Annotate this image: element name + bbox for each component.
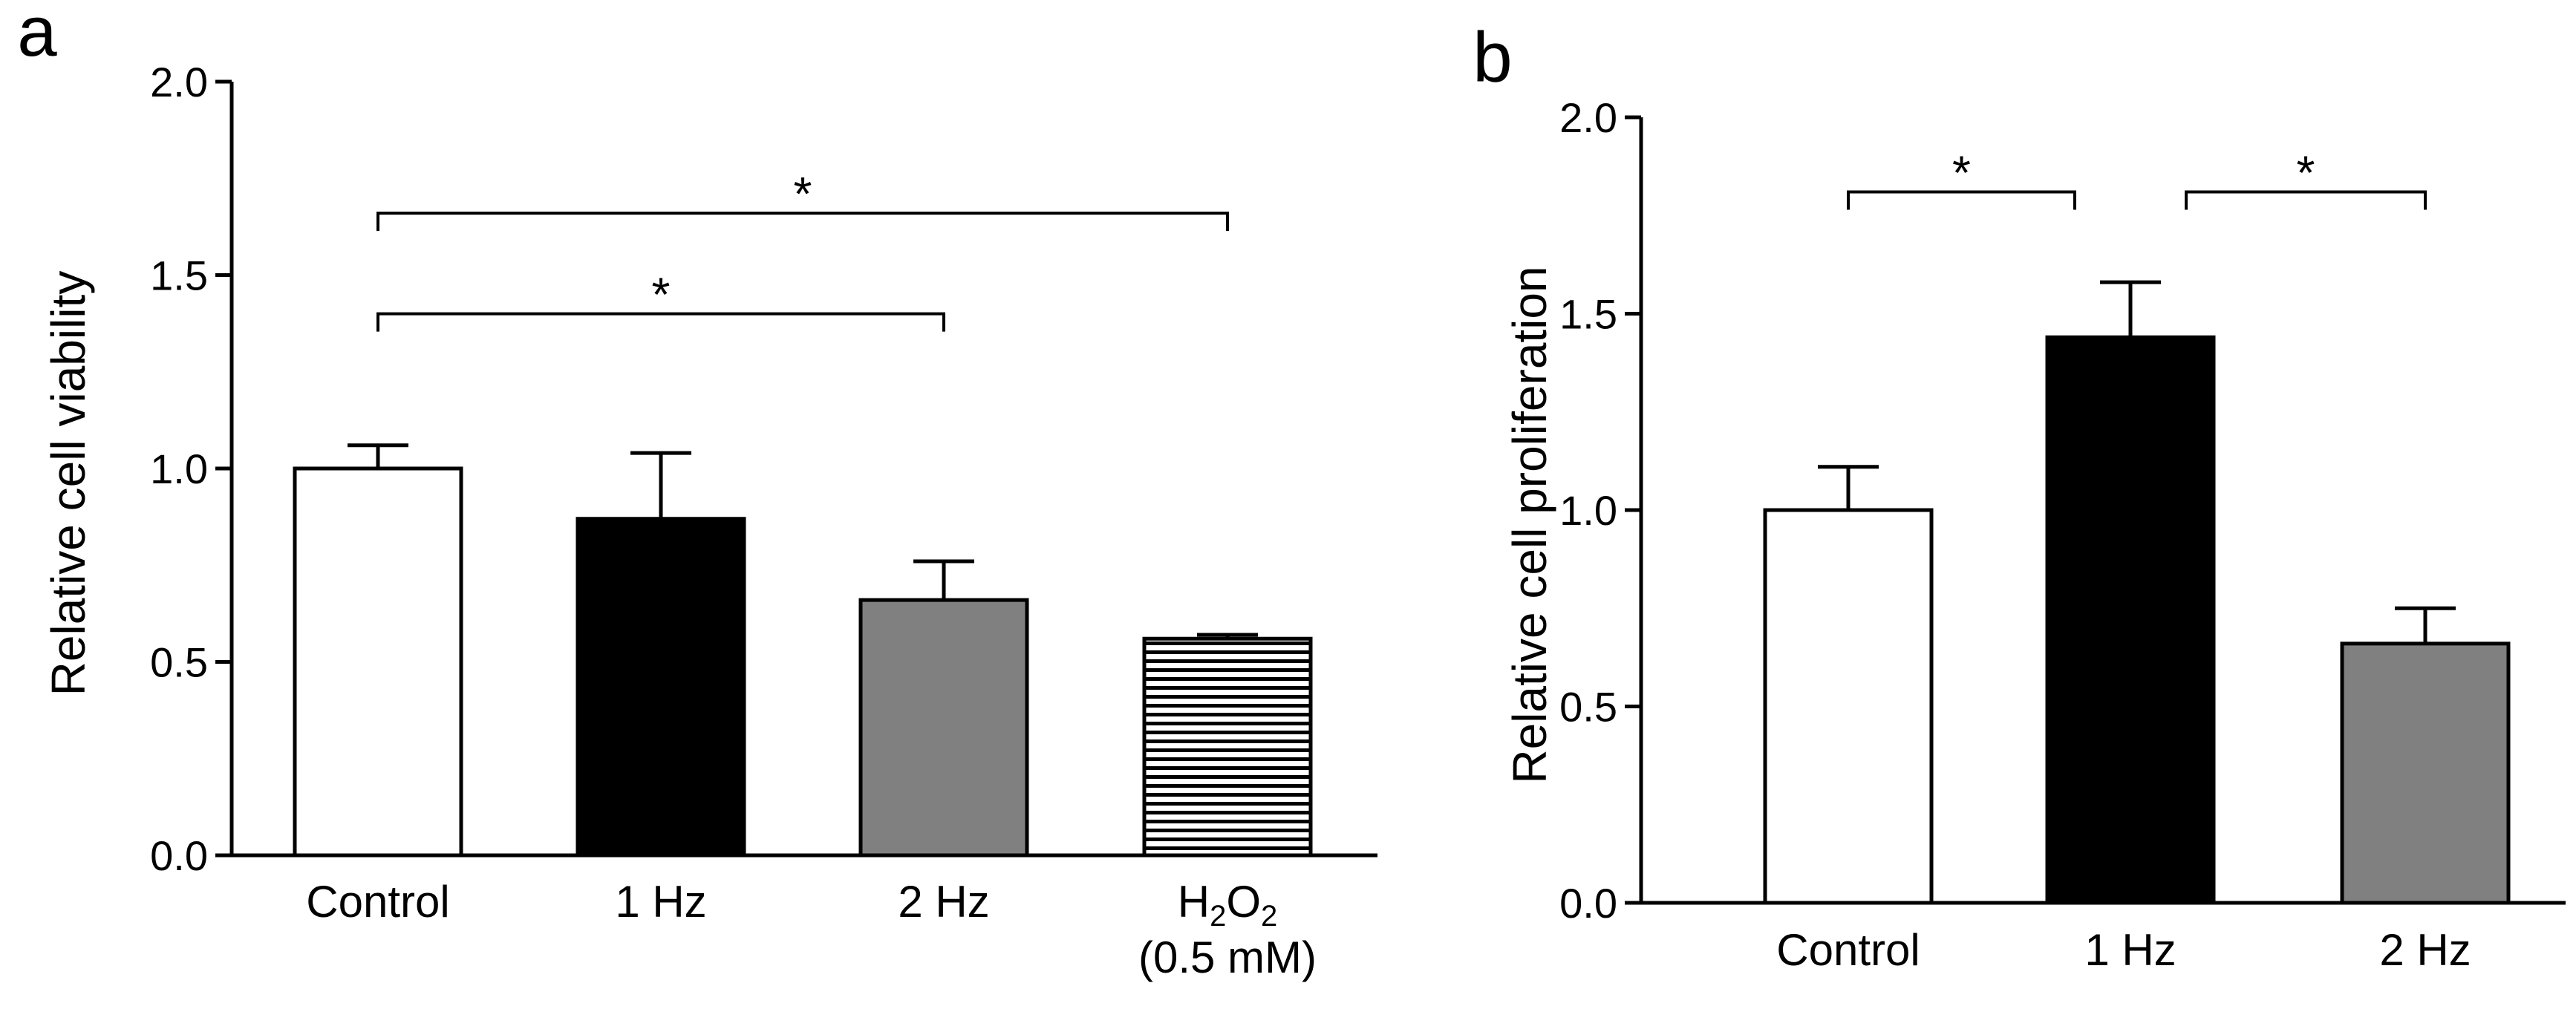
bar <box>1142 636 1313 858</box>
bar <box>2045 335 2216 905</box>
y-tick-label: 1.5 <box>1559 291 1617 338</box>
significance-bracket <box>1847 190 2076 210</box>
x-tick-label: Control <box>1776 925 1920 975</box>
x-tick-label-part: 2 <box>1261 900 1277 933</box>
panel-label: b <box>1473 18 1512 97</box>
x-tick-label-part: O <box>1226 877 1261 927</box>
x-tick-label: H2O2 <box>1178 877 1278 933</box>
bar <box>575 517 746 858</box>
y-tick-label: 1.5 <box>150 252 208 299</box>
bar <box>858 598 1029 858</box>
panel-a: a Relative cell viability 0.0 0.5 1.0 1.5 2.0 C… <box>17 0 1377 982</box>
significance-marker: * <box>652 268 671 321</box>
y-tick-label: 2.0 <box>150 59 208 105</box>
y-tick-label: 2.0 <box>1559 94 1617 141</box>
significance-bracket <box>376 312 945 332</box>
panel-label: a <box>17 0 57 71</box>
x-tick-label: 1 Hz <box>2084 925 2176 975</box>
y-tick-label: 0.0 <box>1559 880 1617 927</box>
x-tick-label-part: 2 <box>1210 900 1226 933</box>
significance-bracket <box>376 212 1229 232</box>
x-tick-label: Control <box>306 877 449 927</box>
bar <box>1763 508 1934 905</box>
x-tick-label: 2 Hz <box>2379 925 2471 975</box>
x-tick-label: 2 Hz <box>898 877 989 927</box>
panel-b: b Relative cell proliferation 0.0 0.5 1.0 1.5… <box>1473 18 2566 975</box>
y-tick-label: 0.5 <box>150 639 208 686</box>
y-axis-label: Relative cell proliferation <box>1503 266 1556 783</box>
x-tick-label-part: H <box>1178 877 1210 927</box>
bar <box>2340 641 2511 905</box>
significance-marker: * <box>794 167 812 221</box>
y-tick-label: 1.0 <box>1559 487 1617 534</box>
y-tick-label: 1.0 <box>150 445 208 492</box>
y-tick-label: 0.0 <box>150 832 208 879</box>
significance-bracket <box>2185 190 2427 210</box>
significance-marker: * <box>2297 146 2315 200</box>
y-axis-label: Relative cell viability <box>42 271 95 696</box>
bar <box>293 466 463 858</box>
x-tick-label-line2: (0.5 mM) <box>1138 933 1317 982</box>
y-tick-label: 0.5 <box>1559 684 1617 731</box>
x-tick-label: 1 Hz <box>615 877 706 927</box>
significance-marker: * <box>1952 146 1971 200</box>
